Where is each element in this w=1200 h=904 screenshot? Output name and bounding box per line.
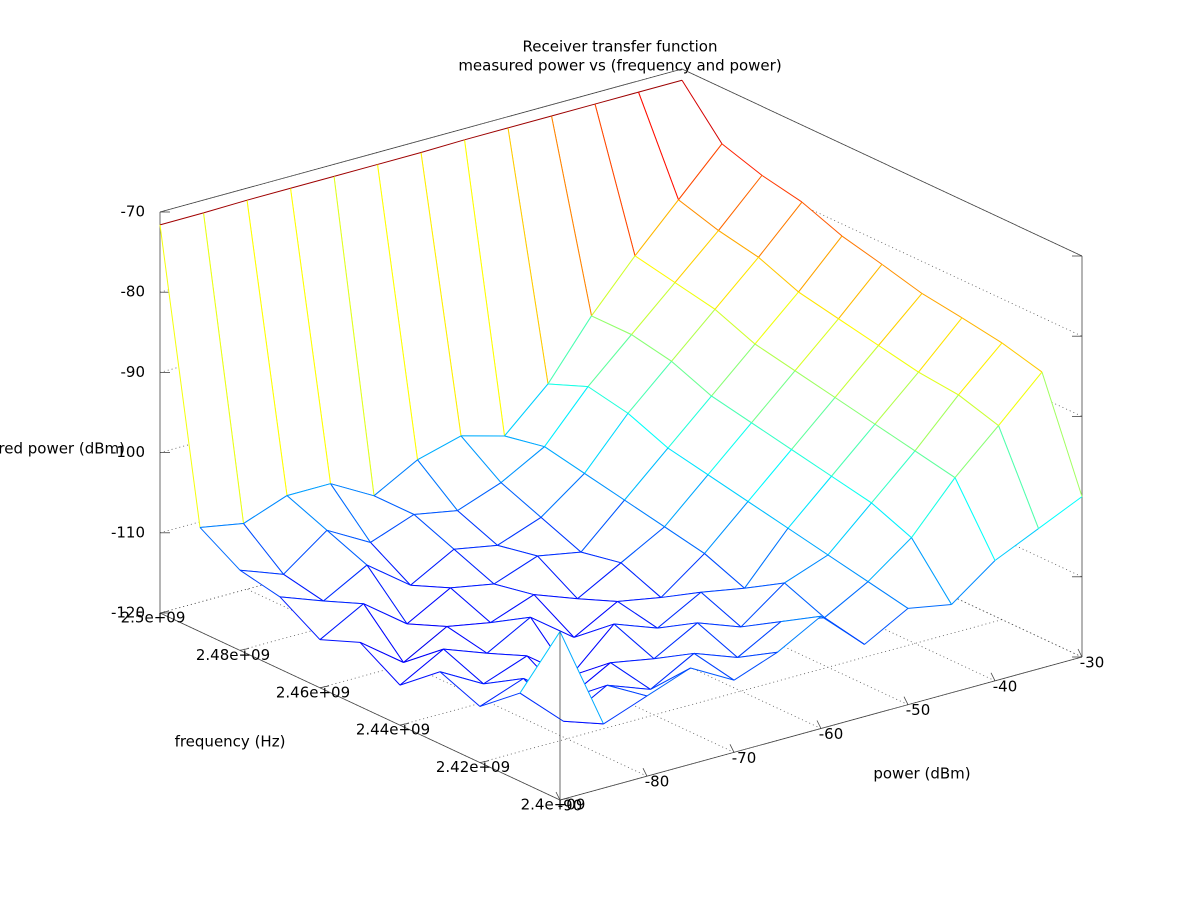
x-axis-label: power (dBm) — [873, 765, 970, 783]
x-tick-label: -30 — [1080, 654, 1105, 672]
x-tick-label: -80 — [645, 773, 670, 791]
x-tick-label: -70 — [732, 749, 757, 767]
z-tick-label: -80 — [121, 283, 146, 301]
y-axis-label: frequency (Hz) — [175, 733, 286, 751]
y-tick-label: 2.42e+09 — [436, 758, 510, 776]
y-tick-label: 2.5e+09 — [121, 609, 186, 627]
z-tick-label: -90 — [121, 363, 146, 381]
y-tick-label: 2.4e+09 — [521, 796, 586, 814]
chart-title: Receiver transfer function — [523, 38, 718, 56]
z-axis-label: measured power (dBm) — [0, 440, 125, 458]
z-tick-label: -70 — [121, 203, 146, 221]
z-tick-label: -100 — [111, 443, 145, 461]
y-tick-label: 2.48e+09 — [196, 646, 270, 664]
x-tick-label: -60 — [819, 725, 844, 743]
y-tick-label: 2.44e+09 — [356, 721, 430, 739]
x-tick-label: -50 — [906, 701, 931, 719]
z-tick-label: -110 — [111, 523, 145, 541]
chart-subtitle: measured power vs (frequency and power) — [458, 57, 781, 75]
y-tick-label: 2.46e+09 — [276, 683, 350, 701]
x-tick-label: -40 — [993, 677, 1018, 695]
